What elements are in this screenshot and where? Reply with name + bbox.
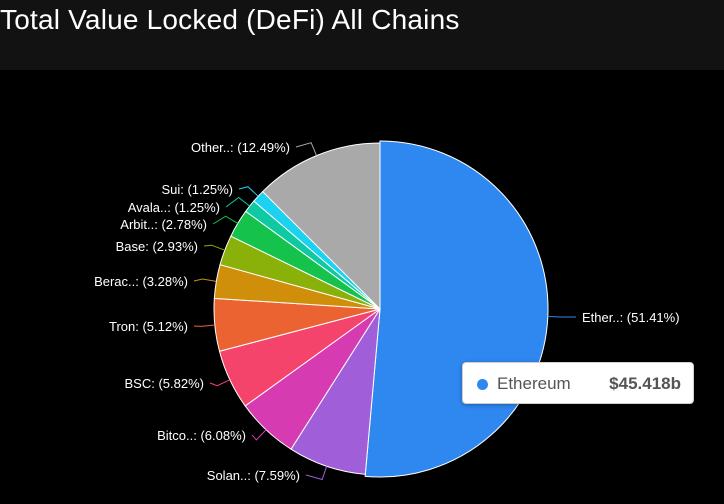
slice-label: Tron: (5.12%) (109, 319, 188, 334)
slice-label: Bitco..: (6.08%) (157, 428, 246, 443)
slice-leader-line (295, 142, 317, 156)
slice-leader-line (209, 379, 231, 387)
slice-label: Other..: (12.49%) (191, 140, 290, 155)
slice-leader-line (305, 466, 328, 481)
page-title: Total Value Locked (DeFi) All Chains (0, 4, 460, 35)
slice-leader-line (193, 278, 217, 282)
slice-leader-line (547, 315, 576, 318)
tooltip-series-name: Ethereum (497, 374, 571, 393)
tooltip-color-swatch (477, 379, 488, 390)
slice-label: Base: (2.93%) (116, 239, 198, 254)
slice-leader-line (212, 215, 239, 225)
pie-slice[interactable] (364, 140, 549, 478)
slice-leader-line (225, 196, 251, 208)
slice-label: Solan..: (7.59%) (207, 468, 300, 483)
slice-leader-line (251, 429, 267, 441)
slice-leader-line (238, 186, 259, 197)
chart-tooltip: Ethereum $45.418b (462, 362, 694, 404)
slice-label: Avala..: (1.25%) (128, 200, 220, 215)
header-bar: Total Value Locked (DeFi) All Chains (0, 0, 724, 70)
slice-leader-line (203, 244, 225, 251)
slice-label: BSC: (5.82%) (125, 376, 204, 391)
tooltip-series-value: $45.418b (609, 374, 681, 393)
pie-slice[interactable] (261, 142, 381, 311)
slice-leader-line (193, 324, 215, 327)
slice-label: Berac..: (3.28%) (94, 274, 188, 289)
slice-label: Sui: (1.25%) (161, 182, 233, 197)
slice-label: Arbit..: (2.78%) (120, 217, 207, 232)
slice-label: Ether..: (51.41%) (582, 310, 680, 325)
